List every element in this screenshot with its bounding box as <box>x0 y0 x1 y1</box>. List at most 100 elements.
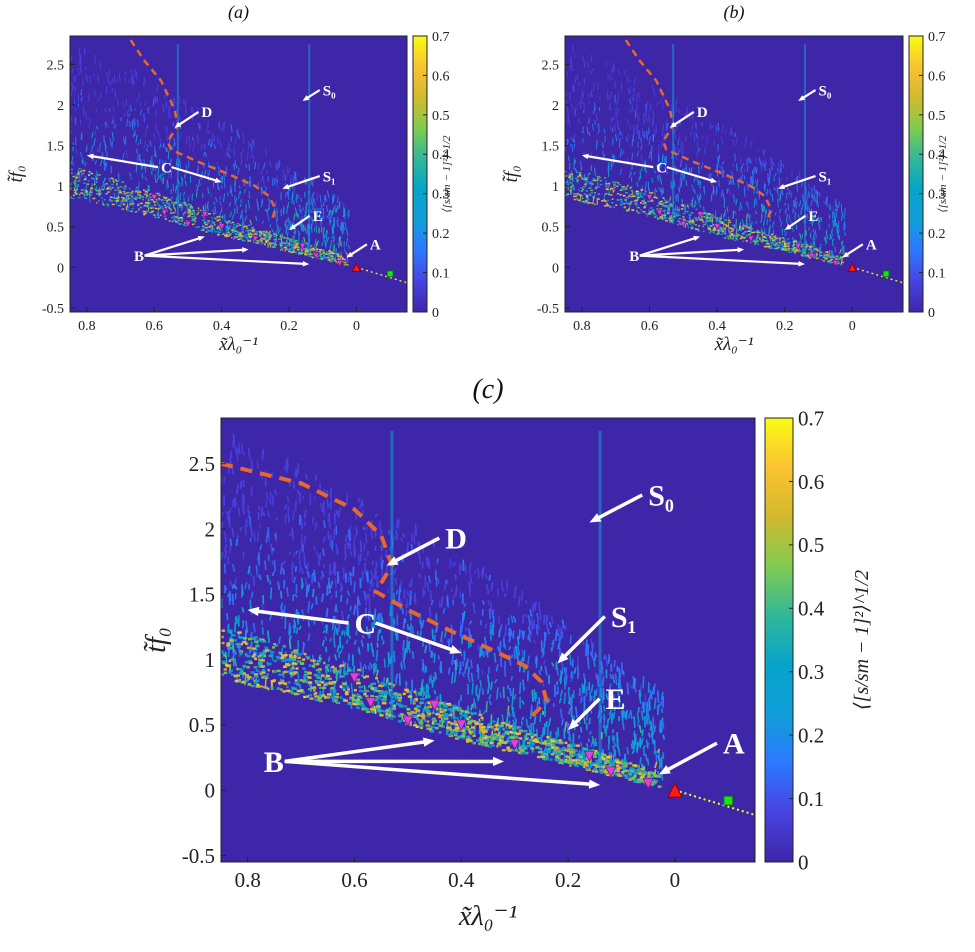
texture-streak <box>731 131 734 136</box>
front-band-dot <box>595 186 598 189</box>
texture-streak <box>533 639 536 644</box>
texture-streak <box>743 169 746 173</box>
front-band-dot <box>836 255 839 258</box>
texture-streak <box>179 115 182 121</box>
texture-streak <box>508 645 512 651</box>
front-band-dot <box>702 212 706 215</box>
texture-streak <box>472 603 476 614</box>
front-band-dot <box>200 229 204 231</box>
axes-frame <box>69 35 408 313</box>
texture-streak <box>786 177 788 182</box>
front-band-dot <box>697 230 700 232</box>
texture-streak <box>264 209 267 213</box>
front-band-dot <box>731 230 734 232</box>
texture-streak <box>764 227 766 237</box>
front-band-dot <box>277 238 281 240</box>
texture-streak <box>489 628 493 641</box>
x-tick-label: 0.4 <box>213 319 231 334</box>
texture-streak <box>380 529 383 537</box>
texture-streak <box>762 203 765 211</box>
texture-streak <box>777 176 780 180</box>
texture-streak <box>615 134 618 142</box>
front-band-dot <box>792 244 795 246</box>
front-band-dot <box>726 235 730 238</box>
front-band-dot <box>827 260 830 263</box>
texture-streak <box>676 205 679 210</box>
texture-streak <box>330 240 333 248</box>
texture-streak <box>499 623 503 632</box>
front-band-dot <box>678 218 682 220</box>
front-band-dot <box>77 168 81 170</box>
texture-streak <box>586 126 589 135</box>
front-band-dot <box>775 237 778 240</box>
front-band-dot <box>268 238 271 240</box>
front-band-dot <box>659 216 662 218</box>
front-band-dot <box>721 228 724 231</box>
front-band-dot <box>773 238 777 241</box>
front-band-dot <box>130 200 133 202</box>
front-band-dot <box>709 228 712 231</box>
front-band-dot <box>87 180 90 182</box>
texture-streak <box>244 445 248 455</box>
front-band-dot <box>629 187 632 190</box>
texture-streak <box>507 696 510 703</box>
front-band-dot <box>262 232 266 234</box>
texture-streak <box>154 149 157 158</box>
texture-streak <box>203 169 207 177</box>
front-band-dot <box>229 222 232 225</box>
front-band-dot <box>723 218 727 221</box>
annotation-arrowhead <box>282 183 290 190</box>
front-band-dot <box>136 191 139 194</box>
texture-streak <box>313 197 316 207</box>
annotation-label: S₀ <box>819 83 832 99</box>
front-band-dot <box>712 228 716 230</box>
triangle-marker <box>808 252 816 260</box>
texture-streak <box>760 159 763 168</box>
texture-streak <box>745 218 748 228</box>
texture-streak <box>90 145 94 153</box>
texture-streak <box>108 108 111 112</box>
front-band-dot <box>315 248 319 250</box>
front-band-dot <box>709 219 712 222</box>
texture-streak <box>754 210 758 215</box>
front-band-dot <box>721 230 725 232</box>
front-band-dot <box>756 229 759 232</box>
texture-streak <box>238 191 241 200</box>
front-band-dot <box>252 229 256 231</box>
texture-streak <box>698 181 700 186</box>
texture-streak <box>136 80 140 89</box>
front-band-dot <box>828 260 832 262</box>
texture-streak <box>132 78 135 86</box>
front-band-dot <box>290 240 294 243</box>
texture-streak <box>85 111 88 121</box>
texture-streak <box>760 203 764 213</box>
front-band-dot <box>73 186 76 188</box>
front-band-dot <box>593 194 596 197</box>
front-band-dot <box>838 258 842 260</box>
texture-streak <box>535 691 538 699</box>
front-band-dot <box>187 215 191 218</box>
front-band-dot <box>653 196 656 199</box>
texture-streak <box>792 205 795 213</box>
texture-streak <box>564 625 567 631</box>
colorbar-tick-label: 0.2 <box>928 227 946 242</box>
texture-streak <box>660 187 663 196</box>
texture-streak <box>250 139 253 146</box>
front-band-dot <box>682 205 685 207</box>
texture-streak <box>631 138 634 147</box>
texture-streak <box>84 161 87 167</box>
front-band-dot <box>167 198 171 201</box>
front-band-dot <box>787 241 790 244</box>
front-band-dot <box>214 217 217 220</box>
front-band-dot <box>95 181 98 184</box>
texture-streak <box>614 96 617 106</box>
front-band-dot <box>73 181 76 184</box>
front-band-dot <box>702 230 705 233</box>
front-band-dot <box>224 235 228 238</box>
front-band-dot <box>321 257 324 260</box>
front-band-dot <box>792 241 795 243</box>
front-band-dot <box>598 186 601 188</box>
texture-streak <box>429 590 433 602</box>
texture-streak <box>732 176 735 186</box>
texture-streak <box>633 736 636 749</box>
